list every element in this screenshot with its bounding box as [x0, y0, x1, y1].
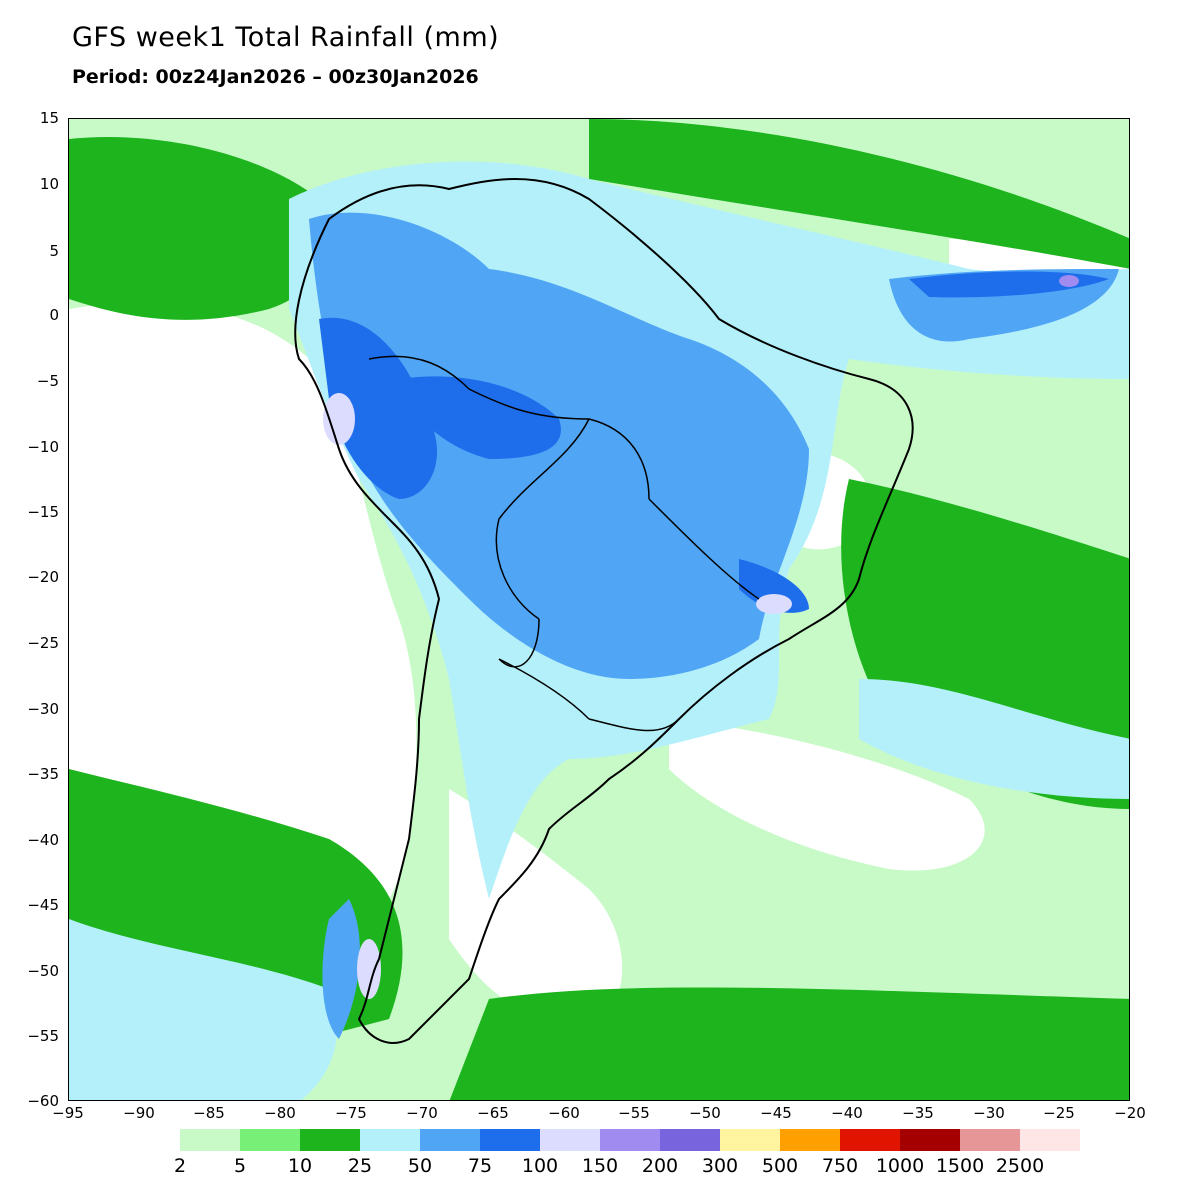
x-tick-label: −20 — [1114, 1104, 1146, 1122]
legend-swatch — [360, 1129, 420, 1151]
legend-swatch — [180, 1129, 240, 1151]
continent-outline — [294, 178, 914, 1044]
legend-swatch — [720, 1129, 780, 1151]
rainfall-map — [68, 118, 1130, 1101]
legend-swatch — [960, 1129, 1020, 1151]
rain-100mm-patagonia-spot — [357, 939, 381, 999]
x-tick-label: −80 — [264, 1104, 296, 1122]
rain-50mm-central-amazon — [309, 212, 809, 679]
rain-100mm-peru-spot — [323, 393, 355, 445]
legend-label: 1500 — [935, 1155, 985, 1177]
chart-title: GFS week1 Total Rainfall (mm) — [72, 22, 500, 53]
legend-labels: 2 5 10 25 50 75 100 150 200 300 500 750 1000 1500 2500 — [150, 1155, 1110, 1179]
y-tick-label: −55 — [27, 1027, 59, 1045]
rainfall-map-svg — [69, 119, 1129, 1100]
x-tick-label: −50 — [689, 1104, 721, 1122]
legend-swatch — [540, 1129, 600, 1151]
legend-swatch — [780, 1129, 840, 1151]
rain-100mm-rio-spot — [756, 594, 792, 614]
x-tick-label: −45 — [760, 1104, 792, 1122]
legend-swatch — [840, 1129, 900, 1151]
x-tick-label: −85 — [193, 1104, 225, 1122]
legend-label: 750 — [821, 1155, 859, 1177]
legend-label: 300 — [701, 1155, 739, 1177]
x-tick-label: −75 — [335, 1104, 367, 1122]
x-tick-label: −70 — [406, 1104, 438, 1122]
y-tick-label: −20 — [27, 568, 59, 586]
y-tick-label: −60 — [27, 1092, 59, 1110]
y-tick-label: −50 — [27, 962, 59, 980]
y-tick-label: −5 — [36, 372, 59, 390]
legend-swatch — [420, 1129, 480, 1151]
x-tick-label: −40 — [831, 1104, 863, 1122]
legend-label: 2500 — [995, 1155, 1045, 1177]
rain-10mm-southern-ocean — [449, 987, 1129, 1100]
rain-75mm-andes-peru — [319, 317, 438, 499]
dry-south-atlantic-area — [669, 719, 985, 871]
rain-75mm-western-amazon — [399, 376, 561, 459]
rain-10mm-caribbean — [69, 137, 329, 320]
rain-75mm-itcz-core — [909, 271, 1109, 298]
legend-swatch — [1020, 1129, 1080, 1151]
y-tick-label: 0 — [49, 306, 59, 324]
legend-label: 200 — [641, 1155, 679, 1177]
legend-swatch — [600, 1129, 660, 1151]
x-tick-label: −25 — [1043, 1104, 1075, 1122]
y-tick-label: −35 — [27, 765, 59, 783]
rain-25mm-southern-pacific — [69, 919, 337, 1100]
legend-label: 100 — [521, 1155, 559, 1177]
legend-swatch — [900, 1129, 960, 1151]
y-tick-label: −40 — [27, 831, 59, 849]
legend-swatch — [240, 1129, 300, 1151]
legend-swatch — [660, 1129, 720, 1151]
y-tick-label: −25 — [27, 634, 59, 652]
x-tick-label: −95 — [52, 1104, 84, 1122]
color-legend — [180, 1129, 1080, 1151]
period-subtitle: Period: 00z24Jan2026 – 00z30Jan2026 — [72, 66, 479, 88]
x-tick-label: −35 — [902, 1104, 934, 1122]
legend-label: 50 — [407, 1155, 433, 1177]
legend-swatch — [480, 1129, 540, 1151]
y-tick-label: −10 — [27, 438, 59, 456]
southern-country-borders — [498, 618, 680, 732]
country-borders — [368, 355, 760, 620]
rain-25mm-atlantic-frontal — [859, 679, 1129, 799]
legend-label: 75 — [467, 1155, 493, 1177]
y-tick-label: −30 — [27, 700, 59, 718]
x-tick-label: −60 — [548, 1104, 580, 1122]
x-tick-label: −90 — [123, 1104, 155, 1122]
rain-10mm-itcz-north — [589, 119, 1129, 269]
legend-label: 2 — [173, 1155, 187, 1177]
legend-swatch — [300, 1129, 360, 1151]
legend-label: 150 — [581, 1155, 619, 1177]
rain-150mm-itcz-spot — [1059, 275, 1079, 287]
rain-50mm-chile-coast — [322, 899, 360, 1039]
legend-label: 5 — [233, 1155, 247, 1177]
legend-label: 500 — [761, 1155, 799, 1177]
y-tick-label: −15 — [27, 503, 59, 521]
legend-label: 1000 — [875, 1155, 925, 1177]
legend-label: 25 — [347, 1155, 373, 1177]
x-tick-label: −55 — [618, 1104, 650, 1122]
y-tick-label: −45 — [27, 896, 59, 914]
dry-pacific-area — [69, 302, 417, 949]
y-tick-label: 15 — [39, 109, 59, 127]
x-tick-label: −65 — [477, 1104, 509, 1122]
y-tick-label: 5 — [49, 242, 59, 260]
y-tick-label: 10 — [39, 175, 59, 193]
rain-75mm-se-brazil — [739, 559, 809, 613]
legend-label: 10 — [287, 1155, 313, 1177]
x-tick-label: −30 — [973, 1104, 1005, 1122]
